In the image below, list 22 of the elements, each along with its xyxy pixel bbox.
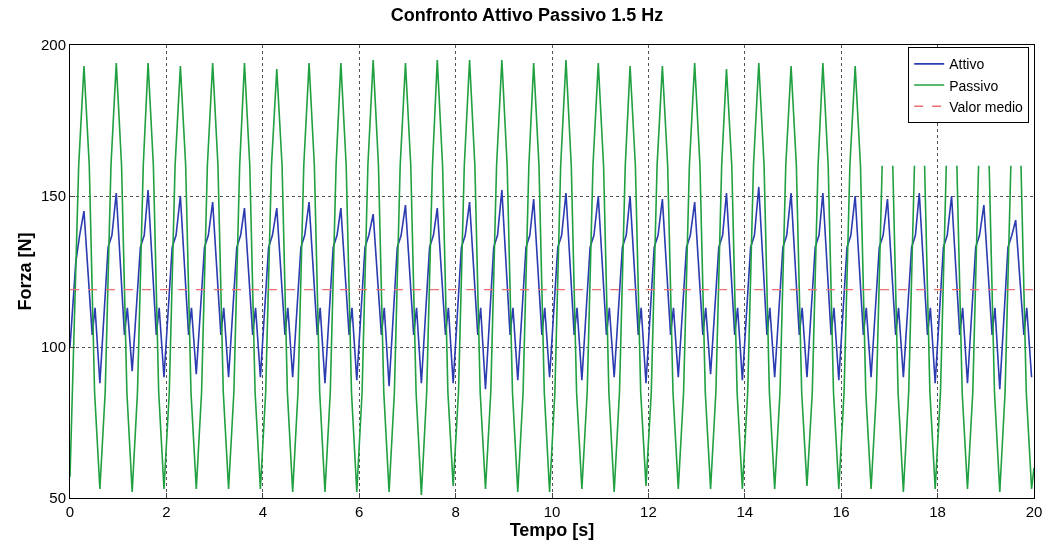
x-tick-label: 10 (543, 503, 561, 520)
x-tick-label: 4 (258, 503, 267, 520)
y-tick-label: 100 (40, 338, 66, 356)
legend-label: Attivo (949, 56, 985, 73)
chart-title: Confronto Attivo Passivo 1.5 Hz (390, 4, 664, 25)
x-tick-label: 16 (832, 503, 850, 520)
x-tick-label: 6 (355, 503, 364, 520)
y-axis-title: Forza [N] (15, 232, 36, 311)
x-tick-label: 20 (1025, 503, 1043, 520)
legend-label: Valor medio (949, 98, 1024, 115)
y-tick-label: 50 (49, 489, 66, 507)
x-tick-label: 12 (640, 503, 657, 520)
x-tick-label: 8 (451, 503, 460, 520)
y-tick-label: 150 (40, 187, 66, 205)
x-tick-label: 0 (65, 503, 75, 520)
x-tick-label: 14 (736, 503, 754, 520)
x-tick-label: 2 (162, 503, 171, 520)
x-tick-label: 18 (929, 503, 946, 520)
x-axis-title: Tempo [s] (509, 520, 595, 540)
legend-label: Passivo (949, 77, 999, 94)
line-series (70, 186, 1033, 391)
y-tick-label: 200 (40, 36, 66, 54)
